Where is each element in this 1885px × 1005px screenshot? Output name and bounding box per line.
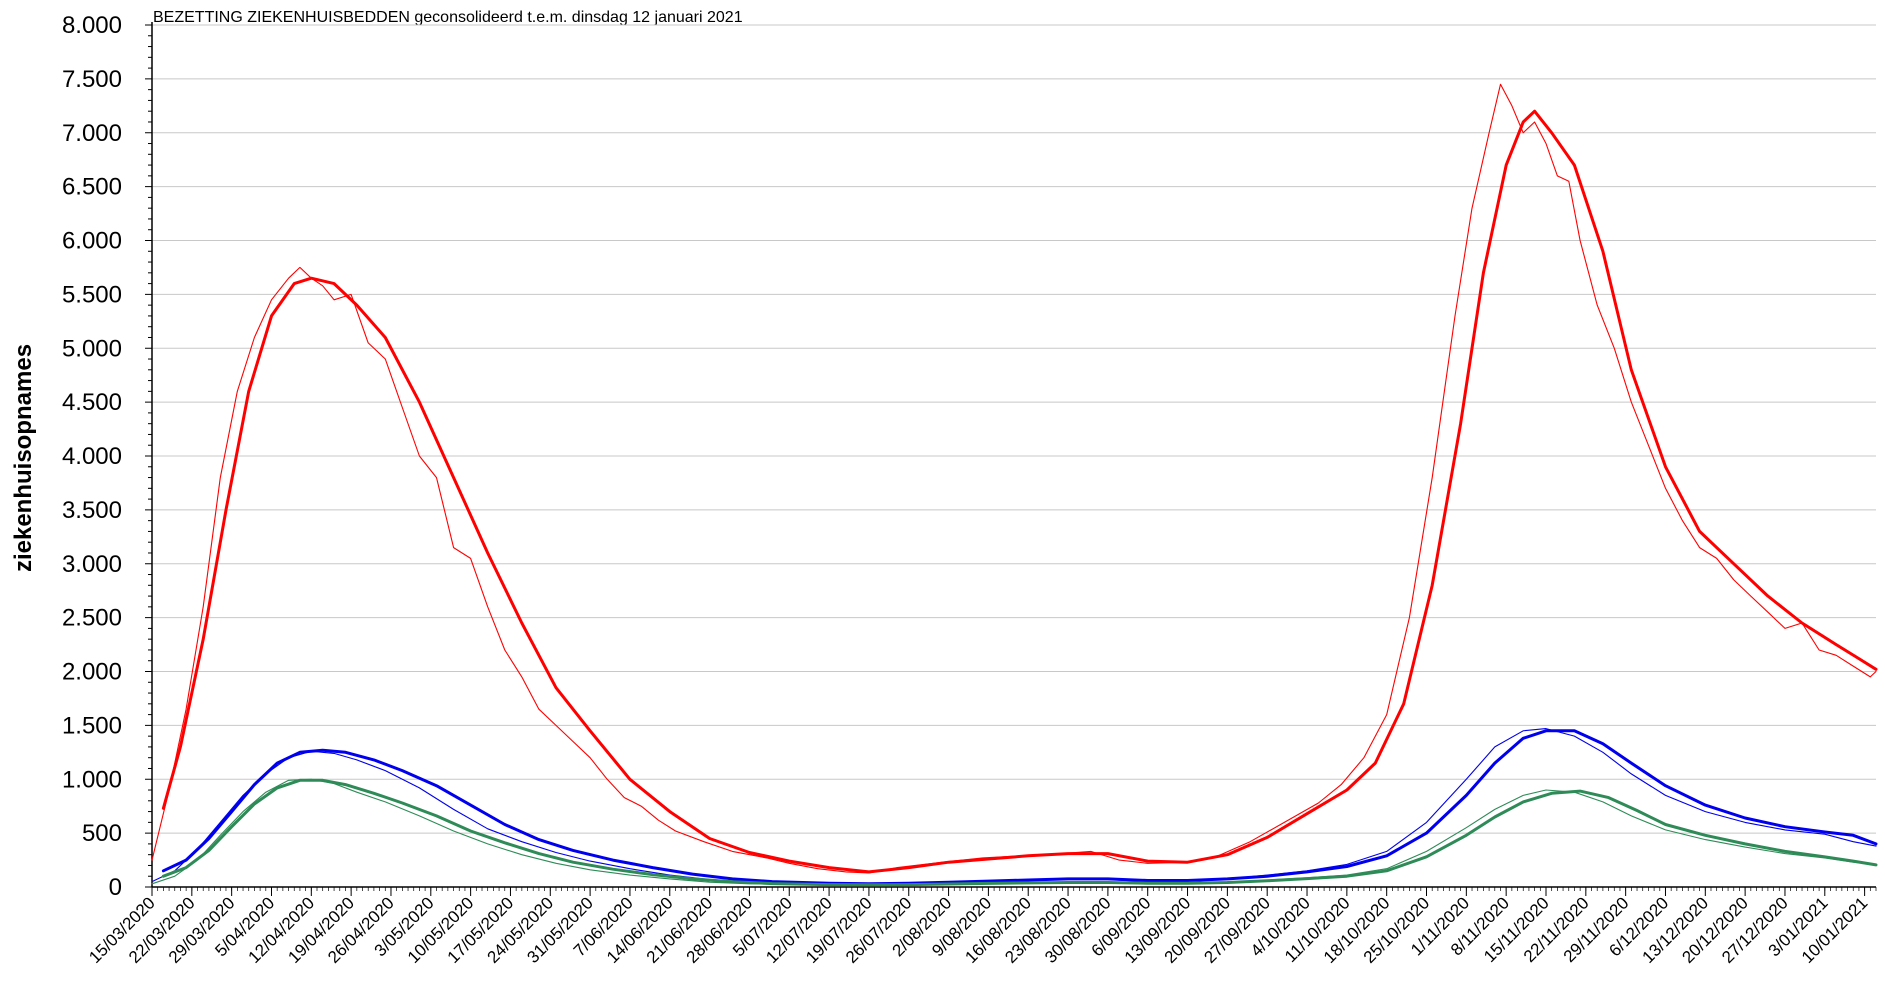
y-tick-label: 2.500 [62,605,122,632]
y-tick-label: 4.500 [62,389,122,416]
y-tick-label: 0 [109,874,122,901]
y-tick-label: 6.000 [62,228,122,255]
y-tick-label: 7.500 [62,66,122,93]
y-tick-label: 1.500 [62,712,122,739]
y-tick-label: 5.500 [62,281,122,308]
series-line-2 [161,109,1878,874]
y-tick-label: 2.000 [62,659,122,686]
axes: 0 500 1.000 1.500 2.000 2.500 3.000 3.500 4.000 4… [62,12,1877,967]
series-line-5 [151,778,1877,886]
y-tick-label: 4.000 [62,443,122,470]
gridlines [152,24,1876,834]
y-tick-label: 7.000 [62,120,122,147]
y-tick-label: 3.500 [62,497,122,524]
y-axis-label: ziekenhuisopnames [10,344,37,572]
y-tick-label: 1.000 [62,766,122,793]
y-tick-label: 500 [82,820,122,847]
series-line-4 [161,729,1878,886]
chart-title: BEZETTING ZIEKENHUISBEDDEN geconsolideer… [153,9,743,26]
y-tick-label: 3.000 [62,551,122,578]
y-tick-label: 6.500 [62,174,122,201]
series-line-6 [161,778,1878,887]
series-lines [151,83,1878,887]
y-tick-label: 8.000 [62,12,122,39]
y-tick-label: 5.000 [62,335,122,362]
